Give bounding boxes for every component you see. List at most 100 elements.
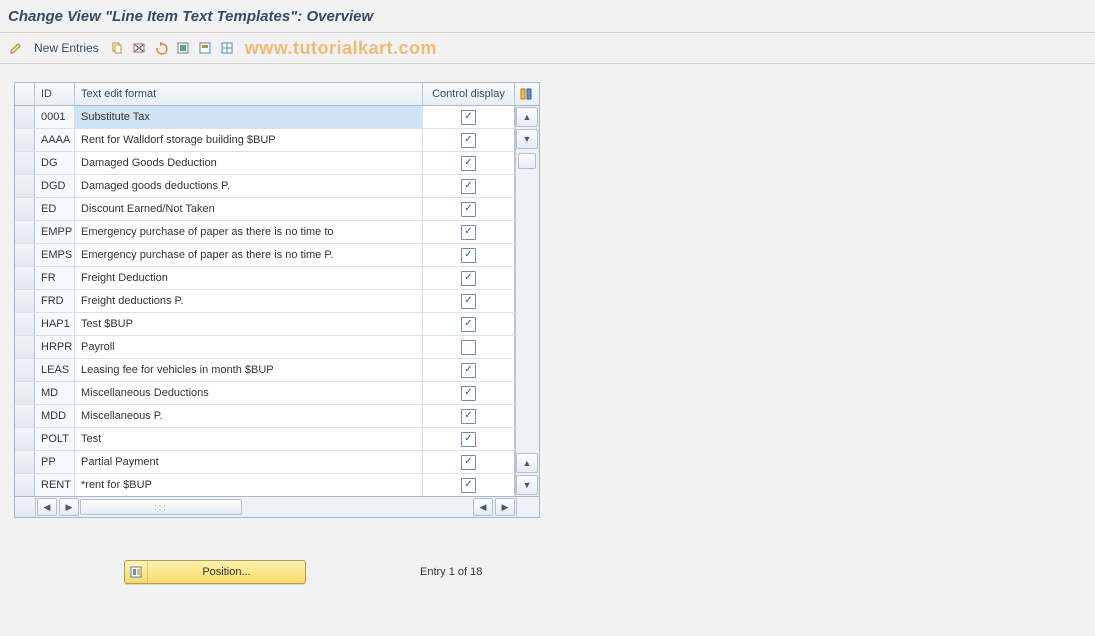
cell-text[interactable]: Miscellaneous Deductions	[75, 382, 423, 404]
row-selector[interactable]	[15, 129, 35, 151]
scroll-track[interactable]	[518, 151, 536, 451]
cell-id[interactable]: EMPP	[35, 221, 75, 243]
row-selector[interactable]	[15, 175, 35, 197]
cell-text[interactable]: Emergency purchase of paper as there is …	[75, 221, 423, 243]
row-selector[interactable]	[15, 106, 35, 128]
control-display-checkbox[interactable]	[461, 386, 476, 401]
cell-control	[423, 336, 515, 358]
row-selector[interactable]	[15, 198, 35, 220]
cell-id[interactable]: LEAS	[35, 359, 75, 381]
hscroll-left2-icon[interactable]: ◀	[473, 498, 493, 516]
col-header-control[interactable]: Control display	[423, 83, 515, 105]
cell-text[interactable]: *rent for $BUP	[75, 474, 423, 496]
cell-id[interactable]: MDD	[35, 405, 75, 427]
row-selector[interactable]	[15, 267, 35, 289]
select-all-icon[interactable]	[173, 38, 193, 58]
control-display-checkbox[interactable]	[461, 202, 476, 217]
cell-id[interactable]: 0001	[35, 106, 75, 128]
cell-text[interactable]: Payroll	[75, 336, 423, 358]
control-display-checkbox[interactable]	[461, 271, 476, 286]
cell-id[interactable]: DGD	[35, 175, 75, 197]
cell-id[interactable]: FRD	[35, 290, 75, 312]
cell-text[interactable]: Freight deductions P.	[75, 290, 423, 312]
cell-text[interactable]: Test $BUP	[75, 313, 423, 335]
row-selector[interactable]	[15, 359, 35, 381]
cell-id[interactable]: POLT	[35, 428, 75, 450]
row-selector[interactable]	[15, 313, 35, 335]
control-display-checkbox[interactable]	[461, 363, 476, 378]
row-selector[interactable]	[15, 451, 35, 473]
cell-text[interactable]: Freight Deduction	[75, 267, 423, 289]
hscroll-right-icon[interactable]: ▶	[59, 498, 79, 516]
cell-id[interactable]: AAAA	[35, 129, 75, 151]
cell-id[interactable]: RENT	[35, 474, 75, 496]
control-display-checkbox[interactable]	[461, 478, 476, 493]
control-display-checkbox[interactable]	[461, 455, 476, 470]
cell-id[interactable]: HRPR	[35, 336, 75, 358]
scroll-up-step2-icon[interactable]: ▲	[516, 453, 538, 473]
table-row: PPPartial Payment	[15, 451, 515, 474]
row-selector[interactable]	[15, 290, 35, 312]
row-selector[interactable]	[15, 428, 35, 450]
vertical-scrollbar[interactable]: ▲ ▼ ▲ ▼	[515, 106, 538, 496]
control-display-checkbox[interactable]	[461, 225, 476, 240]
control-display-checkbox[interactable]	[461, 340, 476, 355]
row-selector[interactable]	[15, 221, 35, 243]
control-display-checkbox[interactable]	[461, 432, 476, 447]
row-selector[interactable]	[15, 336, 35, 358]
configure-columns-icon[interactable]	[515, 83, 537, 105]
cell-text[interactable]: Test	[75, 428, 423, 450]
cell-id[interactable]: ED	[35, 198, 75, 220]
cell-text[interactable]: Emergency purchase of paper as there is …	[75, 244, 423, 266]
horizontal-scrollbar[interactable]: ◀ ▶ ::: ◀ ▶	[15, 496, 539, 517]
cell-id[interactable]: PP	[35, 451, 75, 473]
new-entries-button[interactable]: New Entries	[28, 38, 105, 58]
cell-text[interactable]: Leasing fee for vehicles in month $BUP	[75, 359, 423, 381]
hscroll-right2-icon[interactable]: ▶	[495, 498, 515, 516]
col-header-selector[interactable]	[15, 83, 35, 105]
scroll-up-icon[interactable]: ▲	[516, 107, 538, 127]
scroll-down-icon[interactable]: ▼	[516, 475, 538, 495]
select-block-icon[interactable]	[195, 38, 215, 58]
control-display-checkbox[interactable]	[461, 248, 476, 263]
cell-text[interactable]: Miscellaneous P.	[75, 405, 423, 427]
control-display-checkbox[interactable]	[461, 133, 476, 148]
cell-id[interactable]: EMPS	[35, 244, 75, 266]
data-grid: ID Text edit format Control display 0001…	[14, 82, 540, 518]
scroll-down-step-icon[interactable]: ▼	[516, 129, 538, 149]
cell-id[interactable]: FR	[35, 267, 75, 289]
page-title-text: Change View "Line Item Text Templates": …	[8, 8, 373, 25]
control-display-checkbox[interactable]	[461, 294, 476, 309]
control-display-checkbox[interactable]	[461, 179, 476, 194]
control-display-checkbox[interactable]	[461, 110, 476, 125]
row-selector[interactable]	[15, 474, 35, 496]
cell-text[interactable]: Partial Payment	[75, 451, 423, 473]
cell-text[interactable]: Discount Earned/Not Taken	[75, 198, 423, 220]
control-display-checkbox[interactable]	[461, 156, 476, 171]
deselect-all-icon[interactable]	[217, 38, 237, 58]
copy-icon[interactable]	[107, 38, 127, 58]
cell-id[interactable]: DG	[35, 152, 75, 174]
cell-text[interactable]: Rent for Walldorf storage building $BUP	[75, 129, 423, 151]
undo-icon[interactable]	[151, 38, 171, 58]
row-selector[interactable]	[15, 152, 35, 174]
col-header-text[interactable]: Text edit format	[75, 83, 423, 105]
scroll-thumb[interactable]	[518, 153, 536, 169]
col-header-id[interactable]: ID	[35, 83, 75, 105]
cell-id[interactable]: MD	[35, 382, 75, 404]
hscroll-left-icon[interactable]: ◀	[37, 498, 57, 516]
hscroll-track-left[interactable]: :::	[80, 499, 310, 515]
row-selector[interactable]	[15, 382, 35, 404]
position-button[interactable]: Position...	[124, 560, 306, 584]
cell-id[interactable]: HAP1	[35, 313, 75, 335]
control-display-checkbox[interactable]	[461, 317, 476, 332]
row-selector[interactable]	[15, 244, 35, 266]
control-display-checkbox[interactable]	[461, 409, 476, 424]
toggle-edit-icon[interactable]	[6, 38, 26, 58]
cell-text[interactable]: Substitute Tax	[75, 106, 423, 128]
row-selector[interactable]	[15, 405, 35, 427]
cell-text[interactable]: Damaged Goods Deduction	[75, 152, 423, 174]
hscroll-thumb[interactable]: :::	[80, 499, 242, 515]
delete-icon[interactable]	[129, 38, 149, 58]
cell-text[interactable]: Damaged goods deductions P.	[75, 175, 423, 197]
